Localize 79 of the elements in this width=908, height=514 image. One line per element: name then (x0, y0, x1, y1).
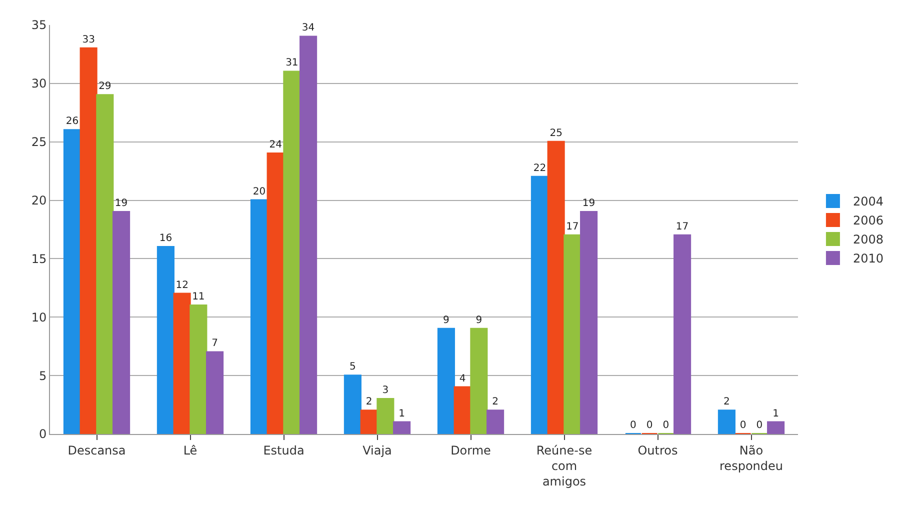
y-tick-label: 30 (31, 76, 47, 91)
y-tick-label: 35 (31, 18, 47, 32)
legend-label: 2004 (852, 194, 884, 209)
data-label: 4 (459, 373, 466, 384)
y-tick-label: 15 (31, 252, 47, 266)
data-label: 3 (382, 384, 389, 396)
data-label: 7 (212, 338, 218, 350)
bar (190, 304, 208, 434)
data-label: 17 (676, 221, 689, 232)
bar (80, 47, 98, 434)
legend-label: 2010 (852, 252, 884, 266)
data-label: 29 (98, 81, 112, 92)
data-label: 19 (582, 198, 596, 209)
data-label: 2 (492, 396, 498, 408)
bar (564, 234, 582, 434)
data-label: 24 (269, 140, 282, 151)
data-label: 0 (740, 420, 746, 431)
data-label: 12 (176, 280, 188, 291)
bar (63, 129, 81, 434)
bar (437, 328, 455, 434)
x-tick-label: Dorme (450, 443, 491, 458)
bar (300, 36, 318, 434)
data-label: 0 (630, 420, 636, 431)
legend-label: 2006 (852, 214, 884, 228)
x-tick-label: Não respondeu (720, 443, 783, 473)
bar (206, 351, 224, 434)
data-label: 9 (476, 314, 482, 326)
bar (454, 386, 472, 434)
y-tick-label: 0 (38, 427, 47, 442)
bar (266, 152, 284, 434)
data-label: 9 (443, 314, 450, 326)
bar (250, 199, 268, 434)
data-label: 26 (66, 116, 79, 128)
y-tick-label: 10 (31, 310, 47, 324)
bar (470, 328, 488, 434)
bar (344, 374, 362, 434)
bar (360, 410, 378, 434)
data-label: 20 (252, 186, 266, 198)
bar (376, 398, 394, 434)
y-tick-label: 5 (38, 368, 47, 383)
bar (486, 410, 504, 434)
y-tick-label: 20 (31, 193, 47, 208)
data-label: 19 (114, 198, 128, 209)
data-label: 0 (646, 420, 653, 431)
x-tick-label: Outros (638, 443, 678, 458)
bar (580, 210, 598, 434)
bar (156, 246, 174, 434)
data-label: 1 (398, 408, 405, 420)
data-label: 25 (550, 128, 562, 139)
bar (547, 140, 565, 434)
data-label: 2 (724, 396, 730, 408)
bar (393, 421, 411, 434)
bar (530, 176, 548, 434)
x-tick-label: Estuda (263, 443, 304, 458)
data-label: 0 (756, 420, 763, 431)
data-label: 0 (662, 420, 670, 431)
bar (718, 410, 736, 434)
data-label: 33 (82, 34, 95, 46)
data-label: 22 (533, 162, 546, 174)
data-label: 34 (302, 22, 315, 34)
bar (674, 234, 692, 434)
bar (767, 421, 785, 434)
bar (283, 70, 301, 434)
bar (96, 94, 114, 434)
data-label: 5 (350, 362, 356, 373)
data-label: 1 (772, 408, 779, 420)
data-label: 31 (286, 58, 298, 69)
data-label: 16 (159, 233, 172, 244)
data-label: 17 (566, 221, 579, 232)
x-tick-label: Reúne-se com amigos (536, 443, 592, 489)
legend-label: 2008 (852, 232, 884, 247)
bar (112, 210, 130, 434)
x-tick-label: Viaja (362, 443, 392, 458)
x-tick-label: Lê (183, 443, 198, 458)
data-label: 2 (366, 396, 372, 408)
y-tick-label: 25 (31, 135, 47, 150)
bar (173, 292, 191, 434)
x-tick-label: Descansa (68, 443, 126, 458)
data-label: 11 (192, 291, 205, 302)
